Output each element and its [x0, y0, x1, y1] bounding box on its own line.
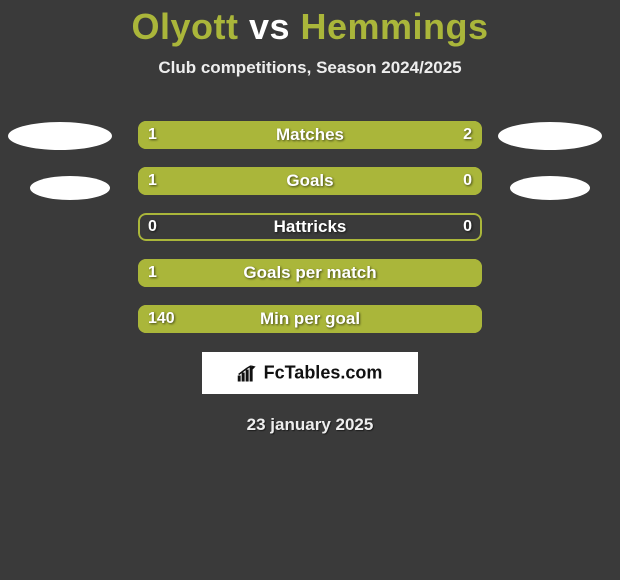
comparison-widget: Olyott vs Hemmings Club competitions, Se…	[0, 0, 620, 580]
stat-label: Matches	[276, 125, 344, 145]
chart-icon	[238, 365, 258, 381]
subtitle: Club competitions, Season 2024/2025	[0, 58, 620, 78]
stat-row: Hattricks 0 0	[0, 204, 620, 250]
stat-value-right: 0	[463, 172, 472, 190]
placeholder-ellipse	[510, 176, 590, 200]
stat-bar: Goals 1 0	[138, 167, 482, 195]
stat-value-left: 1	[148, 126, 157, 144]
title-player2: Hemmings	[301, 6, 489, 47]
stat-label: Goals per match	[243, 263, 376, 283]
bar-left-fill	[138, 167, 401, 195]
badge-text: FcTables.com	[264, 363, 383, 384]
stat-row: Goals per match 1	[0, 250, 620, 296]
stat-value-left: 1	[148, 264, 157, 282]
title-vs: vs	[249, 6, 290, 47]
page-title: Olyott vs Hemmings	[0, 0, 620, 48]
date-text: 23 january 2025	[0, 415, 620, 435]
stat-label: Min per goal	[260, 309, 360, 329]
stat-value-left: 0	[148, 218, 157, 236]
placeholder-ellipse	[498, 122, 602, 150]
stat-label: Hattricks	[274, 217, 347, 237]
stat-bar: Hattricks 0 0	[138, 213, 482, 241]
stat-value-left: 140	[148, 310, 175, 328]
stat-row: Min per goal 140	[0, 296, 620, 342]
source-badge[interactable]: FcTables.com	[202, 352, 418, 394]
stat-bar: Min per goal 140	[138, 305, 482, 333]
stat-bar: Goals per match 1	[138, 259, 482, 287]
stat-label: Goals	[286, 171, 333, 191]
placeholder-ellipse	[8, 122, 112, 150]
stat-bar: Matches 1 2	[138, 121, 482, 149]
title-player1: Olyott	[131, 6, 238, 47]
placeholder-ellipse	[30, 176, 110, 200]
stat-value-left: 1	[148, 172, 157, 190]
stat-value-right: 2	[463, 126, 472, 144]
stat-value-right: 0	[463, 218, 472, 236]
